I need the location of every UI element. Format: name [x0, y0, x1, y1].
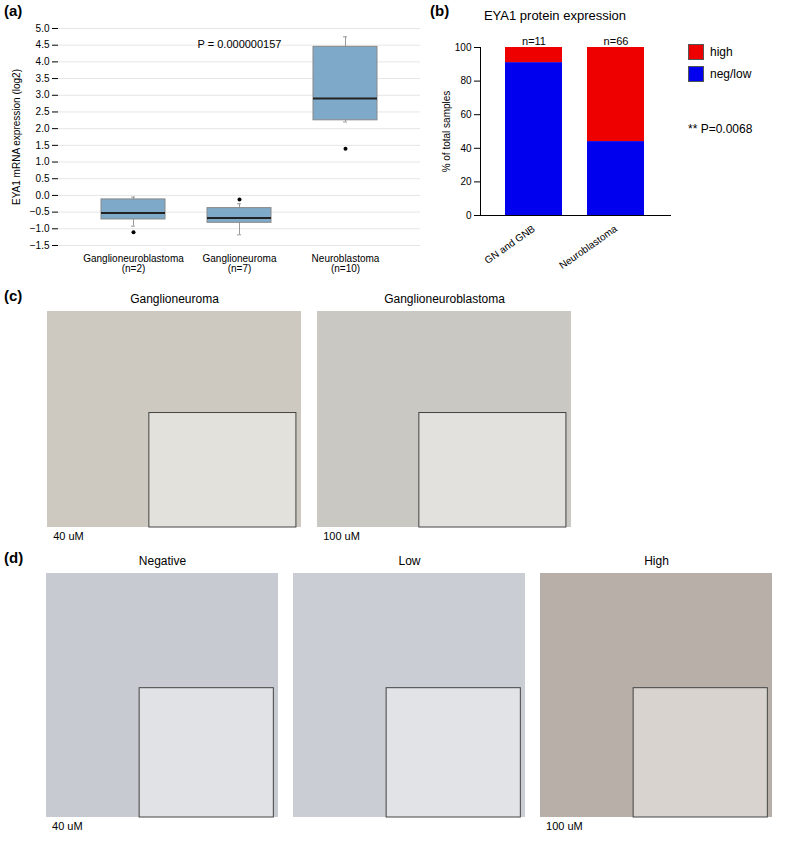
- svg-text:20: 20: [460, 176, 472, 187]
- svg-text:Negative: Negative: [139, 554, 187, 568]
- svg-text:−1.0: −1.0: [30, 223, 50, 234]
- svg-text:5.0: 5.0: [36, 23, 50, 34]
- html-text:(c): (c): [4, 287, 23, 304]
- svg-text:n=66: n=66: [604, 35, 629, 47]
- svg-text:40: 40: [460, 143, 472, 154]
- svg-text:−0.5: −0.5: [30, 206, 50, 217]
- svg-text:Ganglioneuroma(n=7): Ganglioneuroma(n=7): [203, 253, 277, 274]
- svg-text:Neuroblastoma: Neuroblastoma: [557, 223, 619, 271]
- svg-text:100 uM: 100 uM: [323, 530, 360, 542]
- html-text:(b): (b): [430, 2, 450, 19]
- svg-text:40 uM: 40 uM: [52, 820, 83, 832]
- html-text:high: high: [710, 45, 733, 59]
- svg-text:Ganglioneuroblastoma: Ganglioneuroblastoma: [384, 292, 505, 306]
- html-text:** P=0.0068: ** P=0.0068: [688, 122, 753, 136]
- html-text:(d): (d): [4, 549, 24, 566]
- svg-text:Neuroblastoma(n=10): Neuroblastoma(n=10): [312, 253, 380, 274]
- svg-text:Ganglioneuroblastoma(n=2): Ganglioneuroblastoma(n=2): [83, 253, 184, 274]
- svg-text:0: 0: [466, 210, 472, 221]
- svg-text:4.0: 4.0: [36, 56, 50, 67]
- svg-text:High: High: [644, 554, 669, 568]
- svg-text:0.5: 0.5: [36, 173, 50, 184]
- svg-text:3.0: 3.0: [36, 89, 50, 100]
- svg-text:0.0: 0.0: [36, 190, 50, 201]
- svg-text:1.5: 1.5: [36, 140, 50, 151]
- svg-text:100 uM: 100 uM: [546, 820, 583, 832]
- html-text:(a): (a): [4, 2, 23, 19]
- svg-text:3.5: 3.5: [36, 73, 50, 84]
- svg-text:1.0: 1.0: [36, 156, 50, 167]
- html-text:neg/low: neg/low: [710, 67, 752, 81]
- svg-text:GN and GNB: GN and GNB: [482, 223, 537, 266]
- svg-text:% of total samples: % of total samples: [441, 91, 452, 173]
- svg-text:40 uM: 40 uM: [53, 530, 84, 542]
- svg-text:n=11: n=11: [522, 35, 546, 47]
- svg-text:4.5: 4.5: [36, 39, 50, 50]
- svg-text:Ganglioneuroma: Ganglioneuroma: [130, 292, 219, 306]
- html-text:EYA1 protein expression: EYA1 protein expression: [483, 8, 627, 23]
- svg-text:2.5: 2.5: [36, 106, 50, 117]
- svg-text:−1.5: −1.5: [30, 240, 50, 251]
- svg-text:80: 80: [460, 75, 472, 86]
- svg-text:60: 60: [460, 109, 472, 120]
- svg-text:P = 0.000000157: P = 0.000000157: [198, 38, 282, 50]
- svg-text:2.0: 2.0: [36, 123, 50, 134]
- svg-text:Low: Low: [398, 554, 420, 568]
- svg-text:100: 100: [455, 42, 472, 53]
- svg-text:EYA1 mRNA expression (log2): EYA1 mRNA expression (log2): [11, 69, 22, 205]
